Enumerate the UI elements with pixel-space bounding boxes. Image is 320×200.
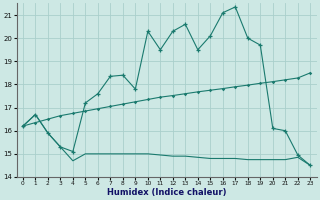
X-axis label: Humidex (Indice chaleur): Humidex (Indice chaleur) <box>107 188 226 197</box>
